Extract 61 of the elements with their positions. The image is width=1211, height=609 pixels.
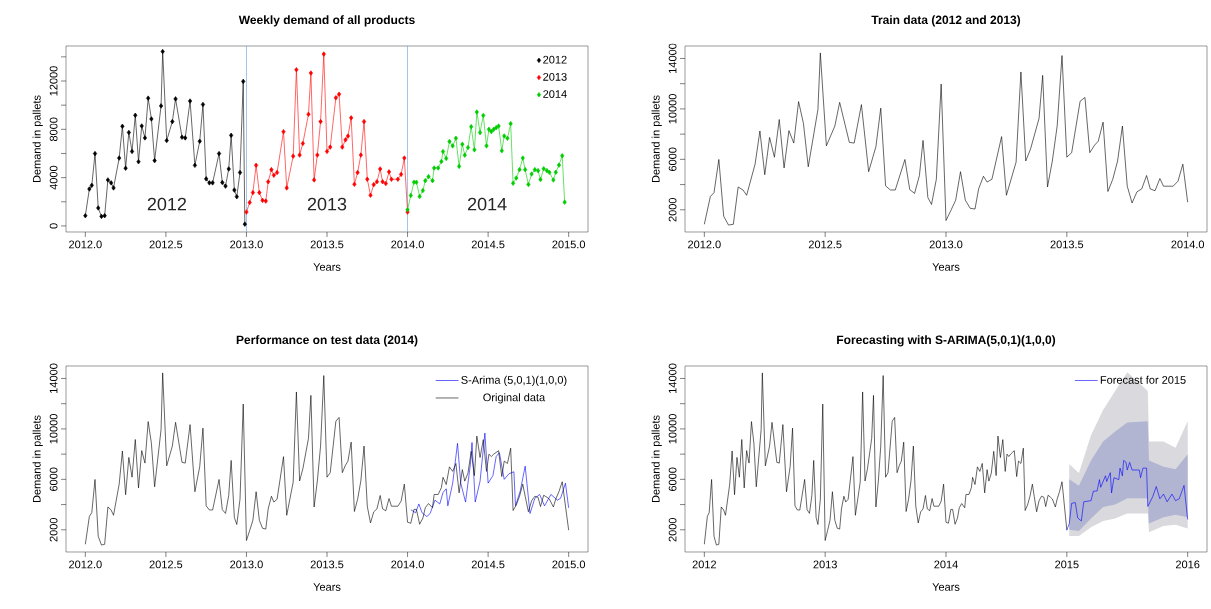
y-tick-label: 2000 — [668, 518, 677, 542]
chart-title: Performance on test data (2014) — [236, 335, 418, 347]
y-tick-label: 10000 — [668, 414, 677, 444]
y-axis-title: Demand in pallets — [32, 415, 43, 503]
x-tick-label: 2013.5 — [1050, 240, 1084, 249]
x-tick-label: 2013.0 — [230, 560, 263, 569]
y-axis-title: Demand in pallets — [651, 95, 662, 183]
x-tick-label: 2014 — [934, 560, 958, 569]
legend-label: Original data — [483, 393, 546, 404]
y-tick-label: 14000 — [668, 43, 677, 73]
legend-label: Forecast for 2015 — [1100, 375, 1186, 384]
legend-label: 2014 — [543, 90, 567, 98]
legend-label: S-Arima (5,0,1)(1,0,0) — [461, 375, 567, 387]
y-tick-label: 2000 — [668, 198, 677, 222]
y-axis-title: Demand in pallets — [32, 95, 43, 183]
x-tick-label: 2015.0 — [552, 240, 586, 249]
x-tick-label: 2016 — [1175, 560, 1200, 569]
x-tick-label: 2012 — [692, 560, 717, 569]
x-tick-label: 2012.5 — [149, 560, 183, 569]
annotation: 2013 — [307, 197, 347, 211]
y-tick-label: 14000 — [49, 363, 58, 393]
chart-title: Forecasting with S-ARIMA(5,0,1)(1,0,0) — [837, 335, 1056, 347]
x-tick-label: 2012.5 — [808, 240, 842, 249]
y-axis-title: Demand in pallets — [651, 415, 662, 503]
y-tick-label: 12000 — [49, 66, 58, 96]
y-tick-label: 6000 — [668, 147, 677, 172]
y-tick-label: 0 — [49, 223, 58, 229]
x-tick-label: 2015 — [1055, 560, 1079, 569]
x-tick-label: 2013.0 — [929, 240, 963, 249]
y-tick-label: 14000 — [668, 363, 677, 393]
annotation: 2014 — [467, 197, 507, 211]
x-tick-label: 2013.5 — [310, 240, 344, 249]
x-tick-label: 2013.5 — [310, 560, 344, 569]
legend-label: 2013 — [543, 72, 567, 81]
y-tick-label: 10000 — [49, 414, 58, 444]
y-tick-label: 2000 — [49, 518, 58, 542]
y-tick-label: 6000 — [668, 467, 677, 492]
x-tick-label: 2012.5 — [149, 240, 183, 249]
chart-title: Train data (2012 and 2013) — [871, 15, 1021, 27]
x-tick-label: 2013 — [813, 560, 837, 569]
x-tick-label: 2013.0 — [230, 240, 263, 249]
chart-title: Weekly demand of all products — [238, 15, 415, 27]
x-tick-label: 2014.0 — [391, 240, 424, 249]
y-tick-label: 4000 — [49, 165, 58, 190]
x-tick-label: 2014.0 — [391, 560, 424, 569]
y-tick-label: 8000 — [49, 117, 58, 142]
x-tick-label: 2014.0 — [1171, 240, 1205, 249]
x-axis-title: Years — [932, 583, 960, 591]
x-tick-label: 2012.0 — [688, 240, 721, 249]
x-axis-title: Years — [932, 263, 960, 271]
x-axis-title: Years — [313, 583, 341, 591]
x-tick-label: 2015.0 — [552, 560, 586, 569]
x-tick-label: 2012.0 — [69, 240, 102, 249]
x-axis-title: Years — [313, 263, 341, 271]
y-tick-label: 10000 — [668, 94, 677, 124]
legend-label: 2012 — [543, 55, 567, 64]
x-tick-label: 2014.5 — [471, 240, 505, 249]
annotation: 2012 — [147, 197, 187, 211]
y-tick-label: 6000 — [49, 467, 58, 492]
x-tick-label: 2012.0 — [69, 560, 102, 569]
x-tick-label: 2014.5 — [471, 560, 505, 569]
